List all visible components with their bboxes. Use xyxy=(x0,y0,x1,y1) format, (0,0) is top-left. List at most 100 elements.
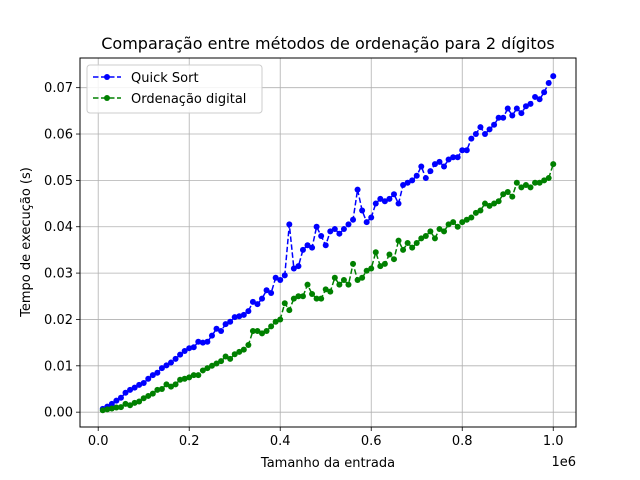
data-point-ordenacao-digital xyxy=(463,216,470,223)
data-point-ordenacao-digital xyxy=(350,260,357,267)
data-point-quick-sort xyxy=(213,325,220,332)
data-point-ordenacao-digital xyxy=(208,362,215,369)
data-point-quick-sort xyxy=(345,221,352,228)
data-point-quick-sort xyxy=(509,112,516,119)
data-point-ordenacao-digital xyxy=(372,249,379,256)
data-point-quick-sort xyxy=(313,223,320,230)
y-tick-label: 0.04 xyxy=(44,220,73,235)
data-point-ordenacao-digital xyxy=(117,404,124,411)
data-point-ordenacao-digital xyxy=(459,219,466,226)
data-point-quick-sort xyxy=(354,186,361,193)
data-point-quick-sort xyxy=(468,135,475,142)
data-point-quick-sort xyxy=(327,228,334,235)
data-point-ordenacao-digital xyxy=(231,351,238,358)
x-axis-multiplier: 1e6 xyxy=(551,455,576,470)
data-point-quick-sort xyxy=(254,301,261,308)
data-point-quick-sort xyxy=(236,313,243,320)
data-point-ordenacao-digital xyxy=(149,390,156,397)
data-point-ordenacao-digital xyxy=(136,398,143,405)
data-point-quick-sort xyxy=(127,386,134,393)
data-point-ordenacao-digital xyxy=(445,221,452,228)
y-tick-label: 0.07 xyxy=(44,81,73,96)
data-point-quick-sort xyxy=(477,124,484,131)
data-point-ordenacao-digital xyxy=(268,323,275,330)
data-point-ordenacao-digital xyxy=(431,235,438,242)
data-point-ordenacao-digital xyxy=(199,367,206,374)
legend-marker-ordenacao-digital xyxy=(104,95,110,101)
legend: Quick Sort Ordenação digital xyxy=(86,64,263,114)
data-point-ordenacao-digital xyxy=(336,281,343,288)
data-point-ordenacao-digital xyxy=(309,290,316,297)
data-point-ordenacao-digital xyxy=(413,239,420,246)
data-point-quick-sort xyxy=(208,332,215,339)
data-point-ordenacao-digital xyxy=(281,300,288,307)
data-point-quick-sort xyxy=(395,200,402,207)
data-point-ordenacao-digital xyxy=(322,286,329,293)
data-point-ordenacao-digital xyxy=(450,219,457,226)
data-point-ordenacao-digital xyxy=(468,214,475,221)
data-point-quick-sort xyxy=(427,168,434,175)
data-point-quick-sort xyxy=(522,103,529,110)
data-point-ordenacao-digital xyxy=(272,318,279,325)
data-point-quick-sort xyxy=(190,344,197,351)
data-point-ordenacao-digital xyxy=(354,277,361,284)
series-layer xyxy=(99,73,557,414)
data-point-ordenacao-digital xyxy=(481,200,488,207)
data-point-ordenacao-digital xyxy=(536,179,543,186)
data-point-quick-sort xyxy=(268,290,275,297)
data-point-quick-sort xyxy=(168,359,175,366)
x-tick-label: 1.0 xyxy=(543,434,564,449)
data-point-quick-sort xyxy=(231,314,238,321)
data-point-ordenacao-digital xyxy=(177,376,184,383)
data-point-quick-sort xyxy=(381,198,388,205)
data-point-quick-sort xyxy=(359,207,366,214)
data-point-ordenacao-digital xyxy=(377,263,384,270)
data-point-ordenacao-digital xyxy=(340,277,347,284)
data-point-quick-sort xyxy=(149,372,156,379)
data-point-quick-sort xyxy=(486,126,493,133)
data-point-quick-sort xyxy=(259,295,266,302)
data-point-ordenacao-digital xyxy=(249,328,256,335)
data-point-quick-sort xyxy=(131,384,138,391)
data-point-quick-sort xyxy=(218,328,225,335)
data-point-ordenacao-digital xyxy=(327,288,334,295)
data-point-ordenacao-digital xyxy=(368,265,375,272)
data-point-quick-sort xyxy=(550,73,557,80)
data-point-ordenacao-digital xyxy=(386,251,393,258)
data-point-quick-sort xyxy=(459,147,466,154)
data-point-ordenacao-digital xyxy=(363,267,370,274)
data-point-ordenacao-digital xyxy=(381,260,388,267)
data-point-ordenacao-digital xyxy=(513,179,520,186)
x-tick-label: 0.8 xyxy=(452,434,473,449)
series-quick-sort xyxy=(99,73,557,412)
y-tick-label: 0.02 xyxy=(44,313,73,328)
x-tick-label: 0.2 xyxy=(179,434,200,449)
data-point-ordenacao-digital xyxy=(154,386,161,393)
data-point-ordenacao-digital xyxy=(277,316,284,323)
data-point-ordenacao-digital xyxy=(263,328,270,335)
legend-label-ordenacao-digital: Ordenação digital xyxy=(131,92,246,107)
data-point-quick-sort xyxy=(140,379,147,386)
data-point-ordenacao-digital xyxy=(359,274,366,281)
data-point-quick-sort xyxy=(158,365,165,372)
data-point-quick-sort xyxy=(481,131,488,138)
y-axis-ticks: 0.00 0.01 0.02 0.03 0.04 0.05 0.06 0.07 xyxy=(44,81,80,421)
data-point-quick-sort xyxy=(163,362,170,369)
data-point-quick-sort xyxy=(363,219,370,226)
data-point-ordenacao-digital xyxy=(522,182,529,189)
data-point-ordenacao-digital xyxy=(318,295,325,302)
data-point-ordenacao-digital xyxy=(195,372,202,379)
y-tick-label: 0.05 xyxy=(44,174,73,189)
data-point-quick-sort xyxy=(286,221,293,228)
data-point-quick-sort xyxy=(390,191,397,198)
data-point-quick-sort xyxy=(418,163,425,170)
legend-marker-quick-sort xyxy=(104,74,110,80)
data-point-quick-sort xyxy=(518,110,525,117)
data-point-ordenacao-digital xyxy=(304,281,311,288)
data-point-quick-sort xyxy=(454,154,461,161)
y-tick-label: 0.01 xyxy=(44,359,73,374)
series-ordenacao-digital xyxy=(99,161,557,414)
data-point-ordenacao-digital xyxy=(313,295,320,302)
data-point-quick-sort xyxy=(272,274,279,281)
data-point-ordenacao-digital xyxy=(240,346,247,353)
